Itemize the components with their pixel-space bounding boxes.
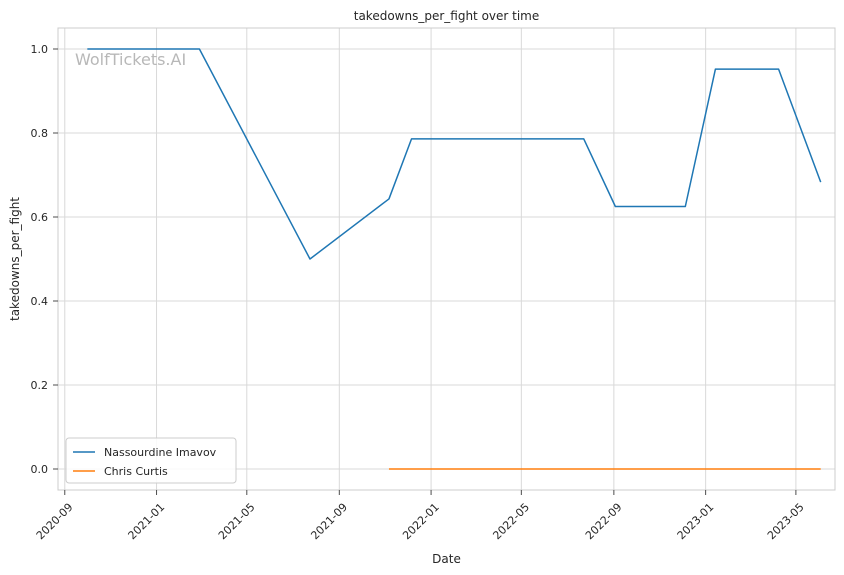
- y-tick-label: 0.6: [31, 211, 49, 224]
- series-line-0: [87, 48, 822, 260]
- series-lines: [87, 48, 822, 470]
- x-tick-label: 2021-09: [308, 501, 350, 543]
- legend-label: Nassourdine Imavov: [104, 446, 217, 459]
- legend-box: [65, 437, 237, 484]
- chart-title: takedowns_per_fight over time: [354, 9, 540, 23]
- legend-label: Chris Curtis: [104, 465, 168, 478]
- watermark-text: WolfTickets.AI: [75, 50, 186, 69]
- x-tick-label: 2022-01: [400, 501, 442, 543]
- x-axis-title: Date: [432, 552, 461, 566]
- y-tick-label: 1.0: [31, 43, 49, 56]
- x-tick-label: 2023-05: [765, 501, 807, 543]
- y-tick-label: 0.8: [31, 127, 49, 140]
- y-axis-title: takedowns_per_fight: [8, 197, 22, 321]
- y-tick-label: 0.0: [31, 463, 49, 476]
- x-tick-label: 2022-09: [583, 501, 625, 543]
- grid-lines: [58, 28, 835, 490]
- x-tick-label: 2020-09: [34, 501, 76, 543]
- legend: Nassourdine Imavov Chris Curtis: [65, 437, 237, 484]
- y-tick-label: 0.4: [31, 295, 49, 308]
- x-tick-label: 2022-05: [490, 501, 532, 543]
- y-tick-label: 0.2: [31, 379, 49, 392]
- x-tick-label: 2023-01: [675, 501, 717, 543]
- x-tick-label: 2021-05: [216, 501, 258, 543]
- x-tick-label: 2021-01: [126, 501, 168, 543]
- plot-area-frame: [57, 27, 836, 491]
